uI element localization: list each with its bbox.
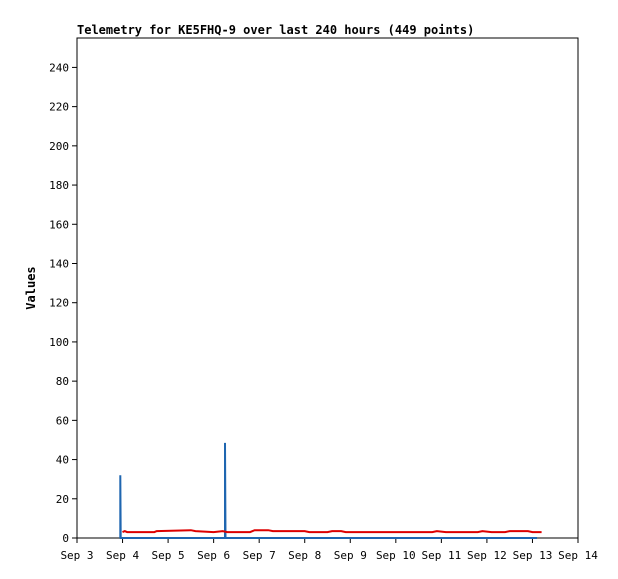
x-tick-label: Sep 6 [197,549,230,562]
x-tick-label: Sep 12 [467,549,507,562]
chart-title: Telemetry for KE5FHQ-9 over last 240 hou… [77,23,474,37]
x-tick-label: Sep 9 [334,549,367,562]
plot-frame [76,37,579,539]
y-tick-label: 200 [49,140,69,153]
x-tick-label: Sep 7 [243,549,276,562]
y-tick-label: 20 [56,493,69,506]
y-axis-label: Values [24,266,38,309]
x-tick-label: Sep 3 [60,549,93,562]
x-tick-label: Sep 11 [421,549,461,562]
y-tick-label: 0 [62,532,69,545]
y-tick-label: 140 [49,257,69,270]
series-group [119,442,542,539]
x-tick-label: Sep 13 [513,549,553,562]
y-tick-label: 220 [49,101,69,114]
x-tick-label: Sep 10 [376,549,416,562]
y-tick-label: 80 [56,375,69,388]
y-tick-label: 160 [49,218,69,231]
x-axis-ticks: Sep 3 Sep 4 Sep 5 Sep 6 Sep 7 Sep 8 Sep 9 Sep 1… [60,538,598,562]
y-tick-label: 120 [49,297,69,310]
x-tick-label: Sep 8 [288,549,321,562]
y-axis-ticks: 0 20 40 60 80 100 120 140 160 180 200 220 240 [49,61,77,545]
y-tick-label: 180 [49,179,69,192]
series-line-0 [119,442,537,539]
y-tick-label: 240 [49,61,69,74]
y-tick-label: 60 [56,414,69,427]
y-tick-label: 100 [49,336,69,349]
y-tick-label: 40 [56,454,69,467]
series-line-1 [122,529,542,534]
x-tick-label: Sep 14 [558,549,598,562]
x-tick-label: Sep 5 [152,549,185,562]
x-tick-label: Sep 4 [106,549,139,562]
